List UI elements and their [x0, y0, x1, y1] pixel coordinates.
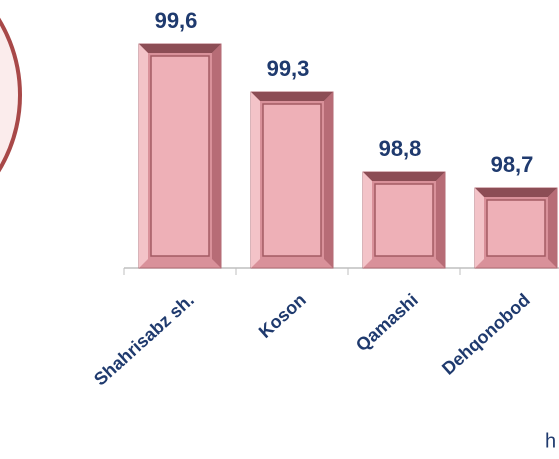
annotation: h	[545, 430, 556, 452]
bar-face	[262, 103, 322, 257]
bar-face	[374, 183, 434, 257]
x-tick-label: Qamashi	[352, 290, 422, 356]
bar-face	[486, 199, 546, 257]
value-label: 98,7	[491, 152, 534, 177]
x-tick-label: Koson	[255, 290, 310, 342]
value-label: 99,6	[155, 8, 198, 33]
bar-bevel-top	[475, 188, 557, 197]
x-tick-label: Dehqonobod	[438, 290, 534, 379]
decor-circle	[0, 17, 22, 173]
bar-bevel-top	[363, 172, 445, 181]
bar-bevel-left	[139, 44, 148, 268]
bar-bevel-left	[251, 92, 260, 268]
bar-bevel-left	[475, 188, 484, 268]
bar-bevel-top	[139, 44, 221, 53]
bar-bevel-right	[212, 44, 221, 268]
value-label: 99,3	[267, 56, 310, 81]
bar-face	[150, 55, 210, 257]
bar-bevel-left	[363, 172, 372, 268]
bar-bevel-right	[436, 172, 445, 268]
bar-bevel-top	[251, 92, 333, 101]
value-label: 98,8	[379, 136, 422, 161]
bar-bevel-right	[324, 92, 333, 268]
x-tick-label: Shahrisabz sh.	[90, 290, 198, 390]
bar-bevel-right	[548, 188, 557, 268]
